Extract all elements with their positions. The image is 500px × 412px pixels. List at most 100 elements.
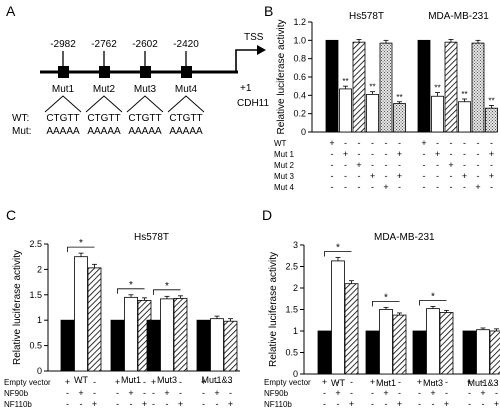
bar — [412, 330, 427, 375]
bar — [489, 330, 500, 375]
site-bracket — [44, 95, 82, 113]
condition-sign: - — [344, 138, 347, 148]
significance-mark: ** — [342, 77, 348, 86]
condition-sign: - — [371, 138, 374, 148]
site-bracket — [126, 95, 164, 113]
panel-a: A -2982 -2762 -2602 -2420 TSS +1 CDH11 M… — [6, 3, 269, 137]
y-tick-label: 0.2 — [293, 109, 306, 119]
condition-sign: - — [423, 149, 426, 159]
condition-sign: - — [371, 399, 374, 409]
mut-row-label: Mut: — [12, 126, 31, 137]
bar — [392, 314, 407, 375]
condition-sign: - — [229, 377, 232, 387]
significance-bracket — [419, 300, 447, 306]
condition-sign: - — [398, 182, 401, 192]
wt-sequence: CTGTT — [128, 113, 161, 124]
bar — [339, 88, 352, 133]
condition-sign: - — [358, 171, 361, 181]
y-tick-label: 0 — [301, 127, 306, 137]
condition-sign: + — [430, 388, 435, 398]
bar — [476, 329, 490, 375]
condition-sign: - — [436, 171, 439, 181]
site-bracket — [85, 95, 123, 113]
significance-mark: ** — [461, 90, 467, 99]
condition-sign: + — [421, 138, 426, 148]
condition-sign: + — [494, 399, 499, 409]
panel-letter: D — [262, 207, 272, 223]
condition-sign: - — [371, 388, 374, 398]
condition-sign: - — [463, 182, 466, 192]
binding-site — [99, 66, 110, 78]
bar — [60, 319, 75, 372]
condition-sign: - — [143, 388, 146, 398]
condition-sign: - — [477, 138, 480, 148]
condition-sign: - — [358, 138, 361, 148]
condition-label: Empty vector — [4, 378, 51, 387]
category-label: Mut1&3 — [201, 375, 232, 385]
mut-sequence: AAAAA — [128, 126, 162, 137]
y-tick-label: 1.5 — [285, 305, 298, 315]
significance-mark: * — [384, 292, 388, 303]
condition-sign: - — [398, 160, 401, 170]
y-tick-label: 2 — [293, 283, 298, 293]
y-axis-title: Relative luciferase activity — [12, 250, 23, 365]
condition-sign: + — [65, 377, 70, 387]
condition-sign: - — [423, 182, 426, 192]
condition-sign: - — [385, 138, 388, 148]
panel-c-chart: C Hs578T 0 0.5 1 1.5 2 2.5 Relative luciferase a… — [4, 207, 240, 409]
condition-sign: - — [152, 388, 155, 398]
condition-sign: - — [344, 171, 347, 181]
condition-sign: - — [116, 388, 119, 398]
condition-sign: - — [371, 182, 374, 192]
condition-sign: - — [323, 388, 326, 398]
binding-site — [140, 66, 151, 78]
condition-sign: - — [436, 160, 439, 170]
condition-sign: - — [66, 388, 69, 398]
condition-sign: - — [229, 388, 232, 398]
condition-sign: + — [448, 160, 453, 170]
condition-sign: - — [398, 377, 401, 387]
condition-label: Mut 1 — [274, 150, 295, 159]
condition-label: Mut 2 — [274, 161, 295, 170]
condition-sign: + — [444, 399, 449, 409]
condition-sign: - — [93, 377, 96, 387]
condition-sign: - — [80, 377, 83, 387]
condition-sign: - — [495, 388, 498, 398]
bar — [431, 95, 444, 133]
panel-a-letter: A — [6, 3, 16, 19]
significance-bracket — [372, 300, 400, 307]
condition-sign: + — [489, 171, 494, 181]
bar — [379, 42, 393, 133]
condition-sign: - — [331, 171, 334, 181]
bar — [379, 309, 393, 375]
condition-sign: - — [450, 171, 453, 181]
wt-sequence: CTGTT — [169, 113, 202, 124]
condition-sign: + — [397, 149, 402, 159]
chart-title: Hs578T — [134, 232, 169, 243]
plus-one-label: +1 — [240, 83, 252, 94]
condition-sign: + — [92, 399, 97, 409]
significance-bracket — [153, 289, 181, 295]
significance-bracket — [324, 251, 352, 257]
tss-label: TSS — [244, 32, 264, 43]
condition-sign: - — [166, 399, 169, 409]
condition-sign: + — [201, 377, 206, 387]
y-tick-label: 0.4 — [293, 90, 306, 100]
condition-sign: - — [385, 399, 388, 409]
y-tick-label: 1 — [293, 326, 298, 336]
y-tick-label: 1.5 — [29, 290, 42, 300]
y-tick-label: 0.8 — [293, 54, 306, 64]
y-tick-label: 3 — [293, 240, 298, 250]
condition-sign: + — [329, 138, 334, 148]
y-tick-label: 2.5 — [285, 262, 298, 272]
category-label: Mut3 — [423, 378, 443, 388]
condition-sign: + — [356, 160, 361, 170]
condition-sign: - — [350, 388, 353, 398]
condition-sign: - — [66, 399, 69, 409]
condition-sign: - — [202, 399, 205, 409]
condition-label: NF90b — [4, 389, 29, 398]
condition-sign: + — [417, 377, 422, 387]
bar — [87, 267, 102, 372]
condition-sign: - — [331, 149, 334, 159]
